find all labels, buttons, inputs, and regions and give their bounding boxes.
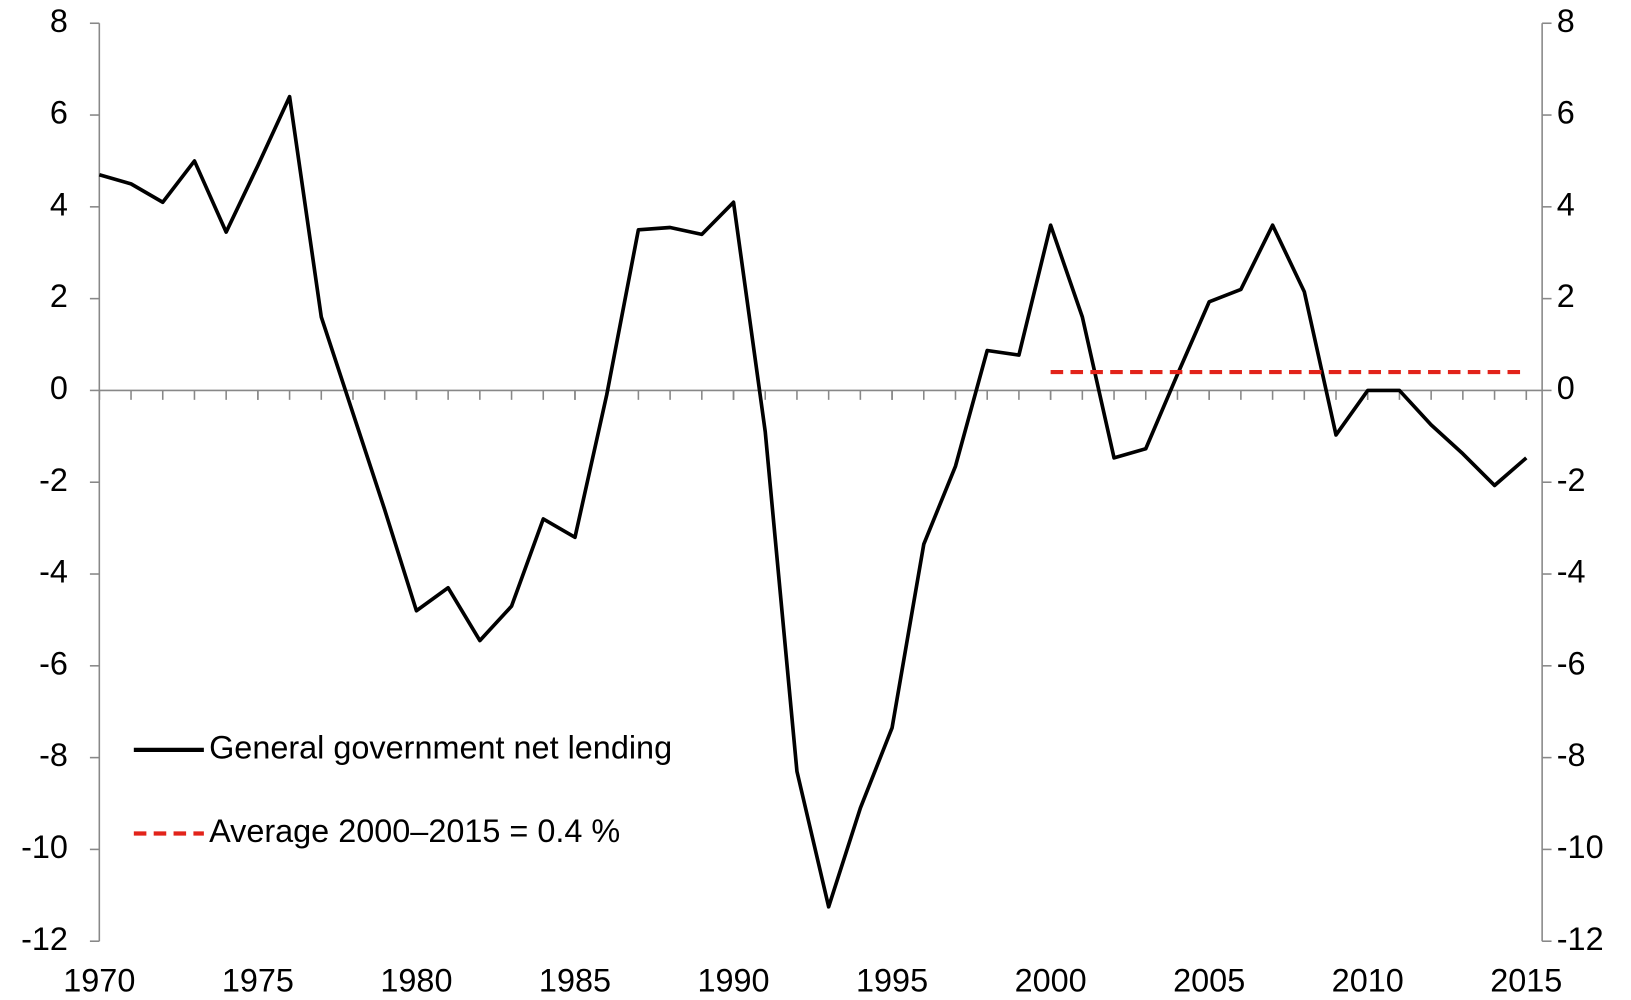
y-tick-label: -10 xyxy=(21,829,68,865)
x-tick-label: 1970 xyxy=(63,963,135,999)
y-tick-label: 6 xyxy=(50,95,68,131)
x-tick-label: 1985 xyxy=(539,963,611,999)
y-tick-label: -2 xyxy=(39,462,68,498)
y-tick-label: -6 xyxy=(39,645,68,681)
y2-tick-label: -12 xyxy=(1557,921,1604,957)
x-tick-label: 2010 xyxy=(1332,963,1404,999)
x-tick-label: 2005 xyxy=(1173,963,1245,999)
y-tick-label: 8 xyxy=(50,3,68,39)
y-tick-label: -8 xyxy=(39,737,68,773)
y2-tick-label: -2 xyxy=(1557,462,1586,498)
y-tick-label: 2 xyxy=(50,278,68,314)
y2-tick-label: -6 xyxy=(1557,645,1586,681)
x-tick-label: 2015 xyxy=(1490,963,1562,999)
x-tick-label: 1975 xyxy=(222,963,294,999)
x-tick-label: 1980 xyxy=(380,963,452,999)
y-tick-label: -4 xyxy=(39,554,68,590)
y2-tick-label: -10 xyxy=(1557,829,1604,865)
y-tick-label: -12 xyxy=(21,921,68,957)
y2-tick-label: 4 xyxy=(1557,186,1575,222)
y2-tick-label: 2 xyxy=(1557,278,1575,314)
y2-tick-label: -8 xyxy=(1557,737,1586,773)
series-line xyxy=(98,94,1528,909)
x-tick-label: 2000 xyxy=(1015,963,1087,999)
y2-tick-label: 0 xyxy=(1557,370,1575,406)
y-tick-label: 4 xyxy=(50,186,68,222)
x-tick-label: 1995 xyxy=(856,963,928,999)
y2-tick-label: -4 xyxy=(1557,554,1586,590)
x-tick-label: 1990 xyxy=(697,963,769,999)
y2-tick-label: 8 xyxy=(1557,3,1575,39)
legend-label: General government net lending xyxy=(209,729,672,765)
y-tick-label: 0 xyxy=(50,370,68,406)
y2-tick-label: 6 xyxy=(1557,95,1575,131)
legend-label: Average 2000–2015 = 0.4 % xyxy=(209,813,620,849)
